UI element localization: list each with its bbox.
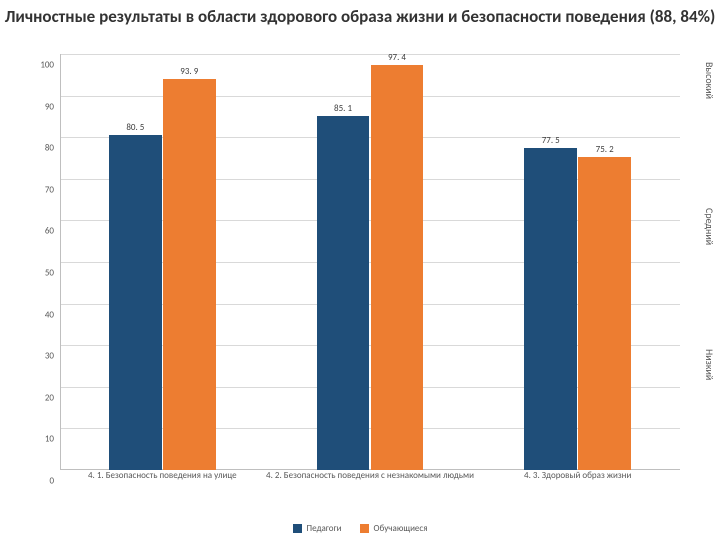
y-tick: 30 (45, 351, 54, 362)
legend-swatch (360, 524, 369, 533)
bar (163, 79, 216, 470)
legend-item: Педагоги (293, 523, 342, 534)
bar-value-label: 77. 5 (521, 135, 581, 146)
side-label: Средний (703, 208, 716, 245)
bar-value-label: 93. 9 (159, 66, 219, 77)
legend-item: Обучающиеся (360, 523, 428, 534)
legend: Педагоги Обучающиеся (0, 523, 720, 534)
y-tick: 10 (45, 434, 54, 445)
y-tick: 20 (45, 392, 54, 403)
bar-value-label: 97. 4 (367, 52, 427, 63)
legend-label: Обучающиеся (374, 523, 428, 534)
y-axis: 0102030405060708090100 (0, 54, 60, 470)
legend-swatch (293, 524, 302, 533)
y-tick: 50 (45, 268, 54, 279)
x-axis-label: 4. 2. Безопасность поведения с незнакомы… (252, 470, 488, 481)
bars: 80. 5 93. 9 85. 1 97. 4 77. 575. 2 (60, 54, 680, 470)
y-tick: 80 (45, 143, 54, 154)
bar (371, 65, 424, 470)
y-tick: 100 (40, 60, 54, 71)
x-axis-label: 4. 3. Здоровый образ жизни (485, 470, 671, 481)
bar (578, 157, 631, 470)
plot-area: 80. 5 93. 9 85. 1 97. 4 77. 575. 2 (60, 54, 680, 470)
y-tick: 70 (45, 184, 54, 195)
side-label: Высокий (703, 62, 716, 99)
y-tick: 90 (45, 101, 54, 112)
y-tick: 40 (45, 309, 54, 320)
legend-label: Педагоги (307, 523, 342, 534)
chart-title: Личностные результаты в области здоровог… (0, 6, 720, 27)
y-tick: 60 (45, 226, 54, 237)
bar (524, 148, 577, 470)
bar (317, 116, 370, 470)
x-axis-labels: 4. 1. Безопасность поведения на улице4. … (60, 470, 680, 500)
chart-container: Личностные результаты в области здоровог… (0, 0, 720, 540)
bar (109, 135, 162, 470)
bar-value-label: 80. 5 (105, 122, 165, 133)
side-label: Низкий (703, 349, 716, 380)
x-axis-label: 4. 1. Безопасность поведения на улице (69, 470, 255, 481)
y-tick: 0 (49, 476, 54, 487)
bar-value-label: 85. 1 (313, 103, 373, 114)
bar-value-label: 75. 2 (575, 144, 635, 155)
